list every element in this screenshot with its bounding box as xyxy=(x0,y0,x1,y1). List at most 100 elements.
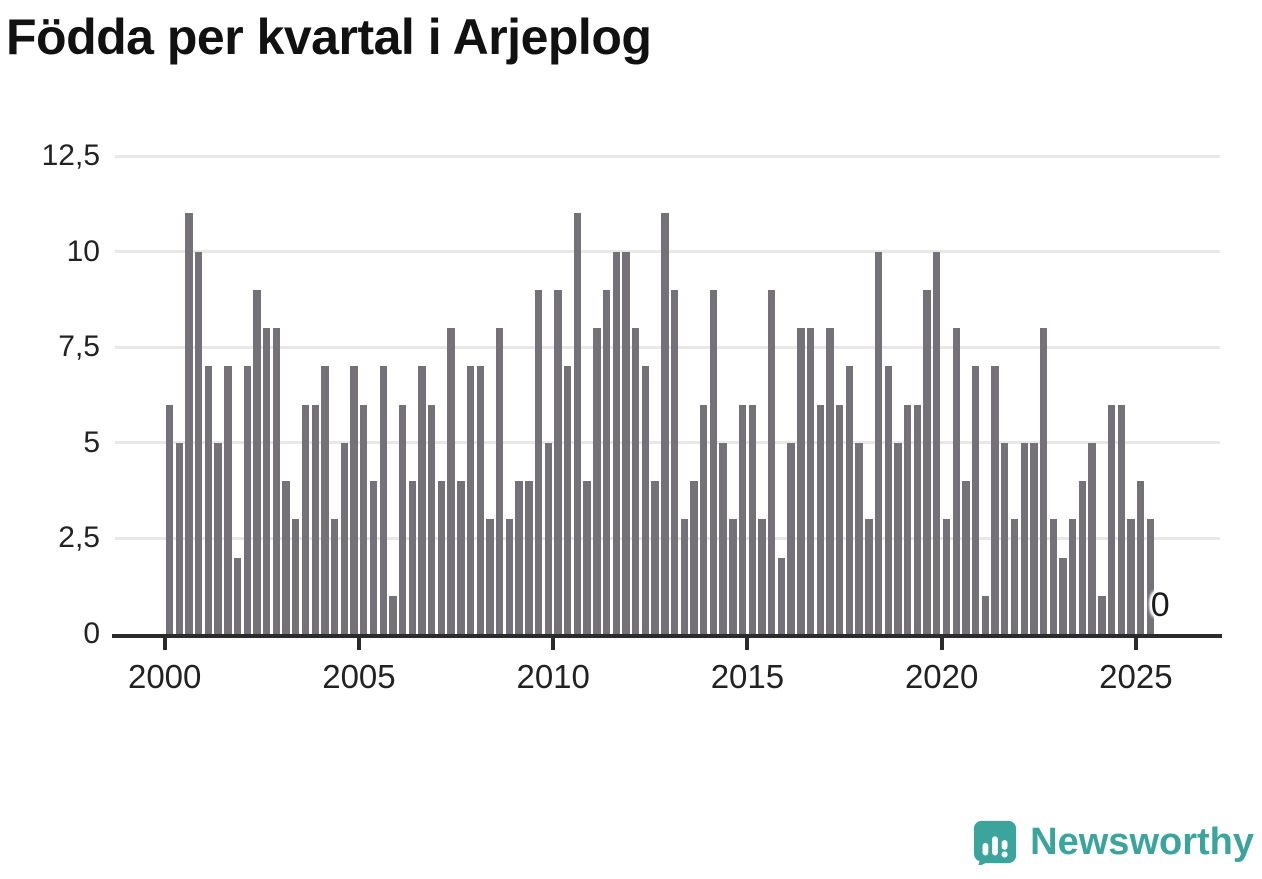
bar-2008-q2 xyxy=(486,519,494,634)
bar-2012-q1 xyxy=(632,328,640,634)
bar-2018-q3 xyxy=(884,366,892,634)
bar-2024-q4 xyxy=(1127,519,1135,634)
bar-2003-q3 xyxy=(301,404,310,634)
bar-2019-q3 xyxy=(923,289,931,634)
bar-2017-q3 xyxy=(845,366,854,634)
x-axis-line xyxy=(112,634,1222,638)
bar-2014-q3 xyxy=(729,519,737,634)
x-tick-2005 xyxy=(356,638,361,650)
bar-2007-q1 xyxy=(437,481,446,634)
bar-2015-q4 xyxy=(777,557,786,634)
brand-name: Newsworthy xyxy=(1030,820,1254,863)
bar-2010-q2 xyxy=(564,366,572,634)
bar-2022-q4 xyxy=(1049,519,1058,634)
bar-2006-q4 xyxy=(428,404,436,634)
bar-2017-q1 xyxy=(826,328,834,634)
bar-2016-q2 xyxy=(797,328,805,634)
bar-2006-q3 xyxy=(418,366,426,634)
bar-2002-q2 xyxy=(253,289,261,634)
bar-2023-q4 xyxy=(1088,442,1096,634)
bar-2024-q2 xyxy=(1107,404,1116,634)
bar-2011-q2 xyxy=(602,289,611,634)
bar-2022-q1 xyxy=(1020,442,1028,634)
bar-2001-q1 xyxy=(204,366,213,634)
bar-2005-q3 xyxy=(379,366,387,634)
bar-2000-q4 xyxy=(194,251,203,634)
bar-2018-q4 xyxy=(894,442,902,634)
bar-2007-q2 xyxy=(447,328,455,634)
bar-2021-q4 xyxy=(1010,519,1019,634)
bar-2015-q2 xyxy=(758,519,766,634)
x-axis-label-2000: 2000 xyxy=(127,658,202,695)
bar-2002-q1 xyxy=(243,366,251,634)
gridline-12,5 xyxy=(115,154,1220,158)
bar-2010-q1 xyxy=(554,289,562,634)
bar-2005-q1 xyxy=(360,404,368,634)
bar-2005-q2 xyxy=(369,481,378,634)
bar-2020-q3 xyxy=(962,481,970,634)
x-axis-label-2010: 2010 xyxy=(516,658,590,695)
bar-2014-q1 xyxy=(709,289,718,634)
bar-2017-q2 xyxy=(835,404,844,634)
y-axis-label-7,5: 7,5 xyxy=(58,330,100,364)
x-axis-label-2025: 2025 xyxy=(1099,658,1173,695)
bar-2001-q3 xyxy=(224,366,232,634)
bar-2018-q1 xyxy=(865,519,873,634)
bar-2022-q2 xyxy=(1030,442,1038,634)
bar-2009-q4 xyxy=(544,442,552,634)
bar-2008-q3 xyxy=(496,328,504,634)
bar-2013-q4 xyxy=(700,404,708,634)
bar-2018-q2 xyxy=(874,251,883,634)
x-tick-2000 xyxy=(162,638,167,650)
bar-2013-q2 xyxy=(680,519,688,634)
bar-2012-q4 xyxy=(661,213,669,634)
bar-2020-q2 xyxy=(952,328,960,634)
bar-2004-q2 xyxy=(330,519,339,634)
bar-2016-q3 xyxy=(806,328,815,634)
newsworthy-branding: Newsworthy xyxy=(972,819,1254,865)
bar-2010-q3 xyxy=(573,213,582,634)
bar-2013-q1 xyxy=(670,289,679,634)
bar-2002-q4 xyxy=(272,328,281,634)
bar-2007-q4 xyxy=(466,366,475,634)
newsworthy-logo-icon xyxy=(974,820,1017,865)
bar-2019-q1 xyxy=(903,404,912,634)
bar-2019-q4 xyxy=(933,251,941,634)
bar-2012-q3 xyxy=(651,481,659,634)
bar-2024-q3 xyxy=(1117,404,1126,634)
bar-2005-q4 xyxy=(389,595,397,634)
bar-2019-q2 xyxy=(913,404,922,634)
bar-2000-q1 xyxy=(165,404,174,634)
bar-2025-q1 xyxy=(1137,481,1145,634)
page-title: Födda per kvartal i Arjeplog xyxy=(6,9,652,65)
bar-2001-q4 xyxy=(233,557,242,634)
y-axis-label-0: 0 xyxy=(83,617,100,650)
bar-2013-q3 xyxy=(690,481,698,634)
bar-2011-q3 xyxy=(612,251,620,634)
bar-2009-q1 xyxy=(515,481,523,634)
y-axis-label-5: 5 xyxy=(83,425,100,459)
bar-2011-q1 xyxy=(593,328,601,634)
bar-2017-q4 xyxy=(855,442,863,634)
bar-2003-q1 xyxy=(282,481,290,634)
bar-2012-q2 xyxy=(641,366,650,634)
x-tick-2010 xyxy=(551,638,556,650)
x-tick-2020 xyxy=(939,638,944,650)
y-axis-label-12,5: 12,5 xyxy=(41,139,100,172)
bar-2000-q3 xyxy=(185,213,193,634)
bar-2006-q1 xyxy=(398,404,407,634)
bar-2023-q2 xyxy=(1069,519,1077,634)
y-axis-label-2,5: 2,5 xyxy=(58,521,100,555)
bar-2023-q1 xyxy=(1059,557,1067,634)
y-axis-label-10: 10 xyxy=(66,234,100,268)
bar-2001-q2 xyxy=(214,442,222,634)
bar-2000-q2 xyxy=(175,442,183,634)
x-axis-label-2005: 2005 xyxy=(322,658,396,695)
bar-2006-q2 xyxy=(408,481,417,634)
bar-2016-q4 xyxy=(816,404,824,634)
bar-2015-q3 xyxy=(767,289,776,634)
bar-2022-q3 xyxy=(1039,328,1048,634)
bar-2011-q4 xyxy=(622,251,630,634)
bar-2020-q1 xyxy=(942,519,951,634)
